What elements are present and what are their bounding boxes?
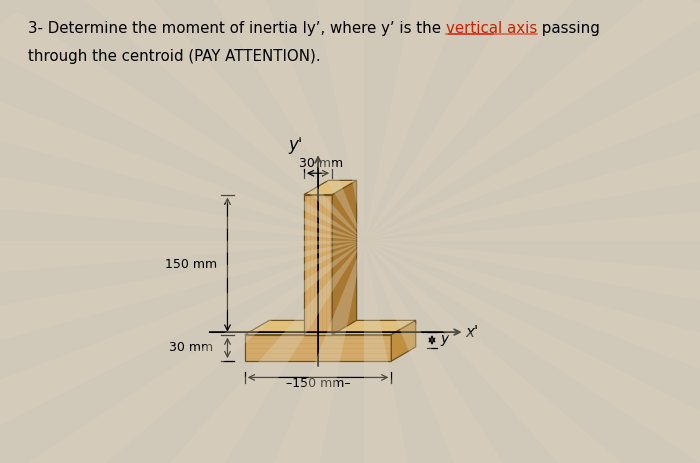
Polygon shape bbox=[304, 194, 332, 335]
Text: passing: passing bbox=[537, 21, 600, 36]
Text: 3- Determine the moment of inertia Iy’, where y’ is the: 3- Determine the moment of inertia Iy’, … bbox=[28, 21, 446, 36]
Text: 30 mm: 30 mm bbox=[169, 341, 213, 354]
Polygon shape bbox=[391, 320, 416, 361]
Polygon shape bbox=[332, 181, 356, 335]
Text: x': x' bbox=[466, 325, 479, 340]
Text: 150 mm: 150 mm bbox=[164, 258, 216, 271]
Text: through the centroid (PAY ATTENTION).: through the centroid (PAY ATTENTION). bbox=[28, 49, 321, 63]
Polygon shape bbox=[304, 181, 356, 194]
Text: y': y' bbox=[288, 136, 303, 154]
Polygon shape bbox=[245, 335, 391, 361]
Polygon shape bbox=[245, 320, 416, 335]
Text: vertical axis: vertical axis bbox=[446, 21, 537, 36]
Text: 30 mm: 30 mm bbox=[299, 157, 343, 170]
Text: $\bar{y}$: $\bar{y}$ bbox=[440, 331, 451, 349]
Text: –150 mm–: –150 mm– bbox=[286, 376, 351, 389]
